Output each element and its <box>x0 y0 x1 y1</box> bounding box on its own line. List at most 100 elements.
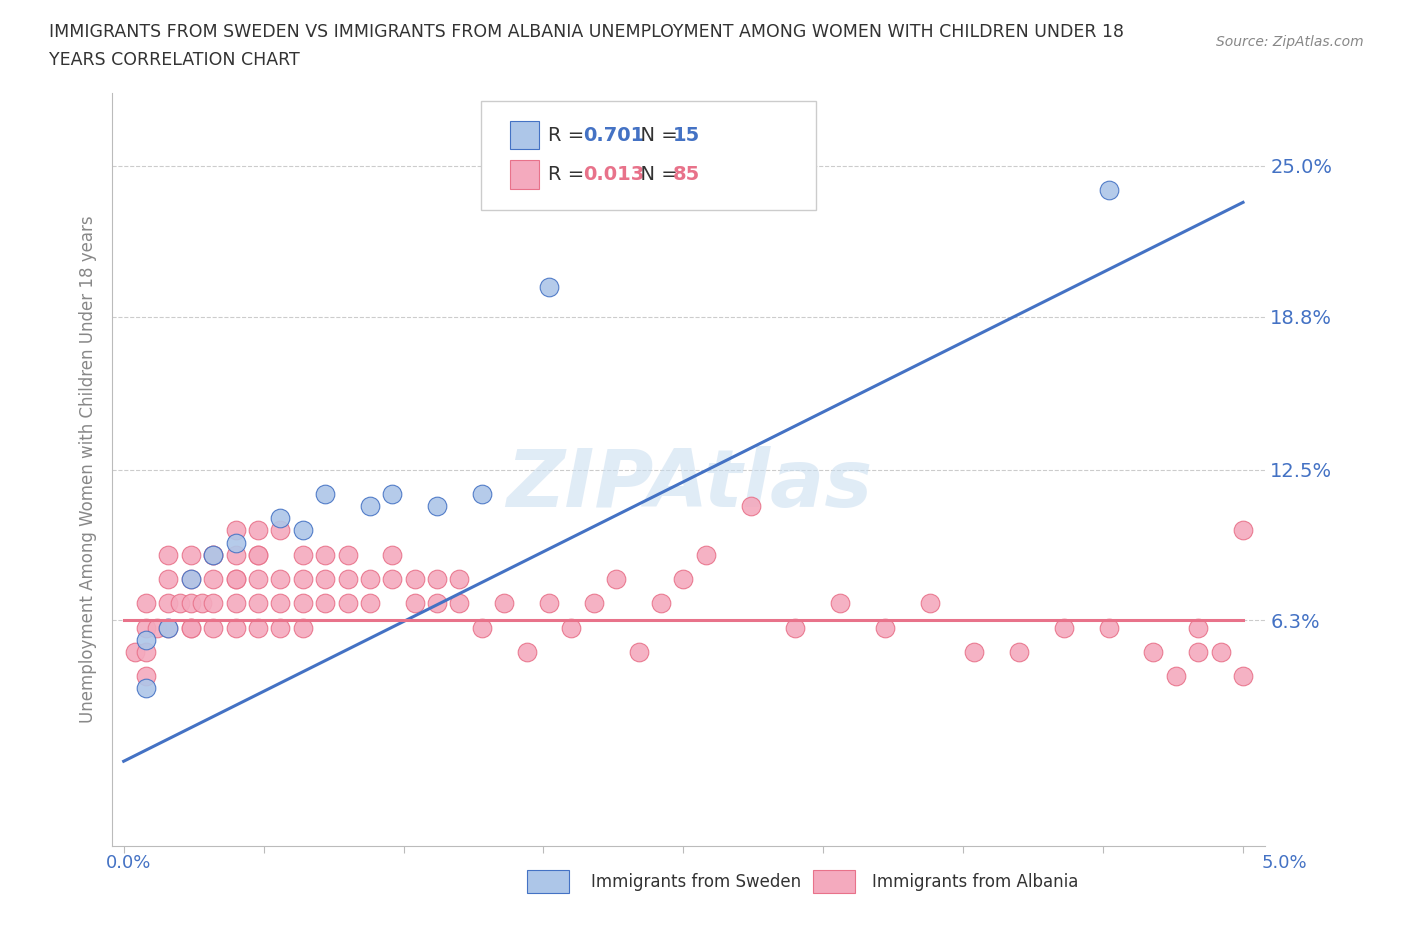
Point <box>180 596 202 611</box>
Point <box>1232 523 1254 538</box>
Point <box>695 547 717 562</box>
Point <box>135 669 157 684</box>
Point <box>246 547 269 562</box>
Point <box>269 596 291 611</box>
Point <box>157 620 180 635</box>
Point <box>740 498 762 513</box>
Text: 0.701: 0.701 <box>583 126 644 145</box>
Point <box>135 620 157 635</box>
Point <box>314 596 336 611</box>
FancyBboxPatch shape <box>481 100 815 210</box>
Text: ZIPAtlas: ZIPAtlas <box>506 445 872 524</box>
Point <box>404 572 426 587</box>
Point <box>672 572 695 587</box>
Point <box>246 547 269 562</box>
Text: 85: 85 <box>673 165 700 184</box>
Point <box>180 572 202 587</box>
Point <box>225 523 247 538</box>
Point <box>157 596 180 611</box>
Point <box>135 632 157 647</box>
Point <box>225 547 247 562</box>
Point <box>963 644 986 659</box>
Point <box>426 596 449 611</box>
Text: IMMIGRANTS FROM SWEDEN VS IMMIGRANTS FROM ALBANIA UNEMPLOYMENT AMONG WOMEN WITH : IMMIGRANTS FROM SWEDEN VS IMMIGRANTS FRO… <box>49 23 1125 41</box>
Text: 0.013: 0.013 <box>583 165 644 184</box>
Point <box>202 596 225 611</box>
Point <box>291 620 314 635</box>
Y-axis label: Unemployment Among Women with Children Under 18 years: Unemployment Among Women with Children U… <box>79 216 97 724</box>
Point <box>291 596 314 611</box>
Point <box>785 620 807 635</box>
Point <box>225 620 247 635</box>
Text: N =: N = <box>628 165 683 184</box>
Point <box>1098 620 1121 635</box>
Point <box>225 535 247 550</box>
Point <box>336 572 359 587</box>
Point <box>202 547 225 562</box>
Point <box>191 596 214 611</box>
Point <box>1209 644 1232 659</box>
Point <box>359 498 381 513</box>
Point <box>605 572 627 587</box>
Text: R =: R = <box>548 165 591 184</box>
Text: Source: ZipAtlas.com: Source: ZipAtlas.com <box>1216 35 1364 49</box>
FancyBboxPatch shape <box>510 121 538 150</box>
Point <box>291 547 314 562</box>
Point <box>157 620 180 635</box>
Point <box>269 572 291 587</box>
Point <box>381 547 404 562</box>
Point <box>202 620 225 635</box>
Point <box>582 596 605 611</box>
Point <box>471 486 494 501</box>
Point <box>449 572 471 587</box>
Point <box>246 572 269 587</box>
Point <box>314 486 336 501</box>
Text: 15: 15 <box>673 126 700 145</box>
Text: N =: N = <box>628 126 683 145</box>
Point <box>918 596 941 611</box>
Point <box>560 620 582 635</box>
Point <box>426 498 449 513</box>
Text: 0.0%: 0.0% <box>105 854 150 872</box>
Point <box>1187 644 1209 659</box>
Point <box>180 547 202 562</box>
Point <box>291 572 314 587</box>
Point <box>873 620 896 635</box>
Point <box>537 596 560 611</box>
FancyBboxPatch shape <box>510 160 538 189</box>
Point <box>537 280 560 295</box>
Point <box>202 572 225 587</box>
Point <box>225 572 247 587</box>
Point <box>246 620 269 635</box>
Point <box>246 596 269 611</box>
Point <box>381 572 404 587</box>
Point <box>225 572 247 587</box>
Point <box>359 572 381 587</box>
Point <box>135 596 157 611</box>
Point <box>157 572 180 587</box>
Text: 5.0%: 5.0% <box>1263 854 1308 872</box>
Point <box>1053 620 1076 635</box>
Point <box>1187 620 1209 635</box>
Point <box>269 523 291 538</box>
Point <box>359 596 381 611</box>
Point <box>169 596 191 611</box>
Point <box>449 596 471 611</box>
Point <box>202 547 225 562</box>
Point <box>180 620 202 635</box>
Point <box>314 572 336 587</box>
Point <box>627 644 650 659</box>
Point <box>1098 183 1121 198</box>
Point <box>650 596 672 611</box>
Point <box>180 620 202 635</box>
Point <box>426 572 449 587</box>
Point <box>1142 644 1164 659</box>
Point <box>404 596 426 611</box>
Point <box>246 523 269 538</box>
Point <box>202 547 225 562</box>
Point <box>336 596 359 611</box>
Point <box>180 572 202 587</box>
Point <box>135 681 157 696</box>
Point <box>269 620 291 635</box>
Point <box>314 547 336 562</box>
